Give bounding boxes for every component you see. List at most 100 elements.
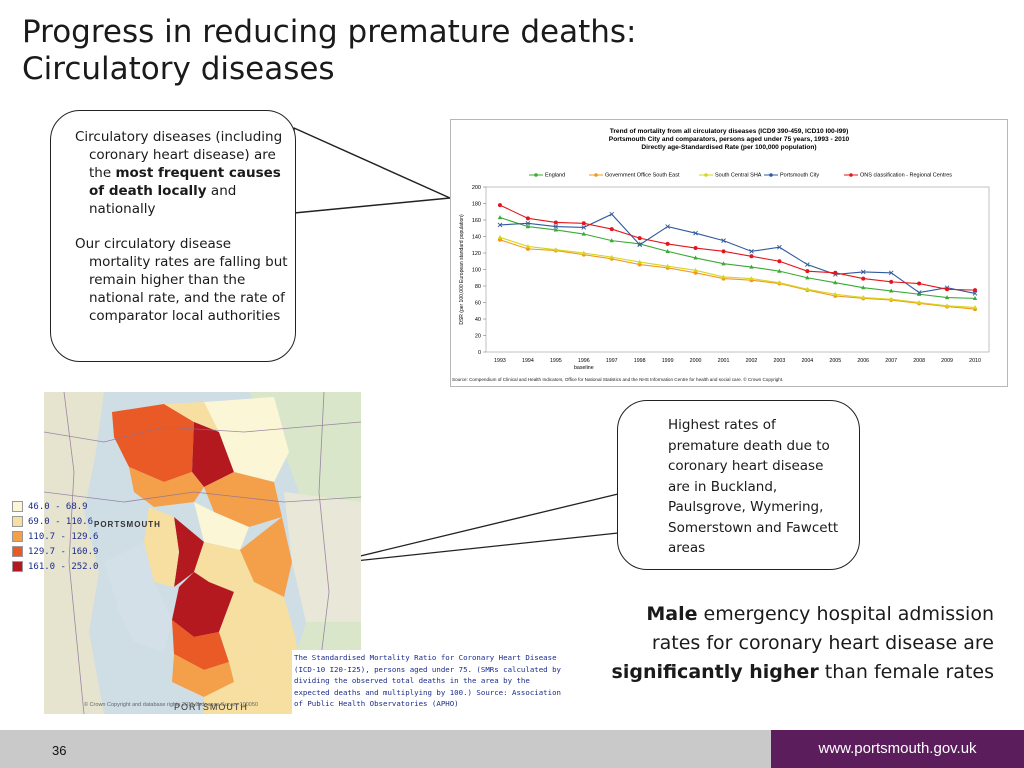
x-tick-label: 1993 [494,358,506,364]
legend-swatch [529,173,543,177]
chart-title-block: Trend of mortality from all circulatory … [451,128,1007,152]
data-point [805,286,810,291]
y-tick-label: 0 [478,350,481,356]
legend-label: 110.7 - 129.6 [28,531,99,542]
legend-swatch [699,173,713,177]
page-number: 36 [52,743,67,758]
y-tick-label: 120 [472,251,481,257]
y-tick-label: 200 [472,185,481,191]
callout-right: Highest rates of premature death due to … [617,400,860,570]
data-point [833,270,838,275]
x-tick-label: 2008 [913,358,925,364]
admission-bold1: Male [646,603,698,625]
data-point [497,234,503,239]
series-line [499,236,976,308]
data-point [861,285,866,290]
data-point [665,248,670,253]
data-point [609,238,614,243]
admission-note: Male emergency hospital admission rates … [596,600,994,687]
callout-left: Circulatory diseases (including coronary… [50,110,296,362]
admission-text2: than female rates [818,661,994,683]
y-tick-label: 100 [472,268,481,274]
data-point [581,221,586,226]
y-tick-label: 60 [475,301,481,307]
chart-plot: 0 20 40 60 80 100 120 140 160 180 200 1993 1994 1995 1… [459,185,990,371]
legend-entry: Portsmouth City [764,172,819,178]
data-point [693,246,698,251]
plot-area [485,186,990,353]
map-copyright: © Crown Copyright and database rights 20… [84,702,258,708]
x-tick-label: 1994 [522,358,534,364]
data-point [693,267,698,272]
data-point [972,291,978,296]
data-point [553,224,559,229]
data-point [805,275,810,280]
data-point [721,274,726,279]
legend-swatch [589,173,603,177]
x-tick-label: 2009 [941,358,953,364]
data-point [721,261,726,266]
data-point [916,300,922,305]
legend-swatch [12,561,23,572]
x-tick-label: 2001 [718,358,730,364]
data-point [861,276,866,281]
x-tick-label: 2002 [746,358,758,364]
data-point [860,269,866,275]
legend-entry: South Central SHA [699,172,761,178]
x-tick-label: 2004 [801,358,813,364]
data-point [609,254,614,259]
data-point [917,281,922,286]
data-point [888,288,894,293]
left-callout-pointer [293,127,451,214]
data-point [637,259,642,264]
series-line [499,217,976,299]
y-tick-label: 180 [472,202,481,208]
y-tick-label: 40 [475,317,481,323]
baseline-label: baseline [574,365,594,371]
y-tick-label: 160 [472,218,481,224]
data-point [749,249,754,254]
website-link[interactable]: www.portsmouth.gov.uk [771,730,1024,768]
data-point [916,291,922,296]
data-point [553,227,559,232]
x-tick-label: 1997 [606,358,618,364]
legend-entry: Government Office South East [589,172,680,178]
data-point [609,211,615,217]
x-tick-label: 1995 [550,358,562,364]
data-point [609,227,614,232]
data-point [861,295,866,300]
series-line [499,204,976,291]
slide-title: Progress in reducing premature deaths: C… [22,14,637,88]
legend-label: South Central SHA [715,172,762,179]
smr-note: The Standardised Mortality Ratio for Cor… [292,650,568,738]
data-point [777,259,782,264]
chart-title: Trend of mortality from all circulatory … [609,128,849,135]
x-tick-label: 2006 [857,358,869,364]
data-point [721,238,726,243]
data-point [665,224,670,229]
map-legend: 46.0 - 68.9 69.0 - 110.6 110.7 - 129.6 1… [12,499,98,574]
x-tick-label: 2005 [829,358,841,364]
data-point [833,291,838,296]
data-point [693,230,698,236]
bullet1-bold: most frequent causes of death locally [89,165,281,199]
mortality-trend-chart: Trend of mortality from all circulatory … [450,119,1008,387]
data-point [888,296,894,301]
data-point [525,216,530,221]
legend-label: Government Office South East [605,172,680,179]
x-tick-label: 1999 [662,358,674,364]
legend-swatch [12,501,23,512]
bullet1-text-b: and nationally [89,183,237,217]
chart-subtitle1: Portsmouth City and comparators, persons… [608,136,850,143]
data-point [637,236,642,241]
data-point [972,305,978,310]
map-legend-item: 161.0 - 252.0 [12,559,98,574]
x-tick-label: 1998 [634,358,646,364]
data-point [777,244,782,250]
data-point [749,264,754,269]
admission-text1: emergency hospital admission rates for c… [651,603,994,654]
slide-title-line2: Circulatory diseases [22,51,335,87]
map-legend-item: 46.0 - 68.9 [12,499,98,514]
data-point [581,225,587,230]
data-point [833,280,838,285]
